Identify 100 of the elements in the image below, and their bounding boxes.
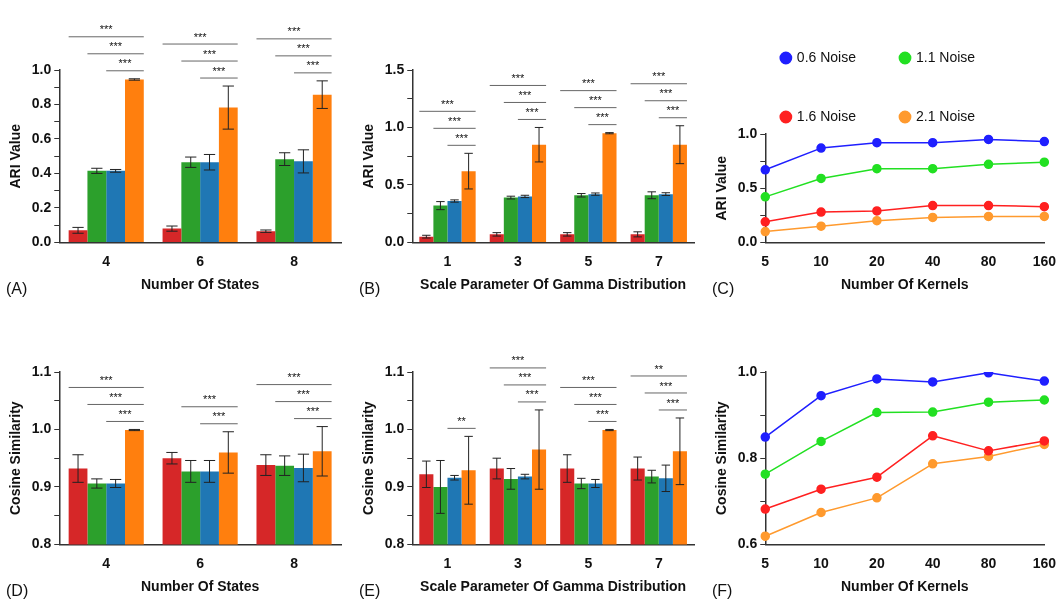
annotation: *** [659, 87, 673, 100]
x-tick-label: 6 [196, 554, 205, 571]
x-tick-label: 10 [813, 252, 830, 269]
annotation: *** [666, 396, 681, 409]
annotation: *** [306, 405, 320, 418]
annotation: *** [596, 111, 610, 124]
annotation: ** [457, 414, 467, 427]
y-tick-label: 1.0 [31, 60, 52, 77]
y-axis-title: ARI Value [713, 155, 730, 221]
x-tick-label: 40 [924, 252, 941, 269]
text: *** [297, 42, 311, 55]
x-axis-title: Number Of Kernels [840, 276, 969, 293]
y-axis-title: ARI Value [360, 123, 377, 189]
x-tick-label: 5 [584, 252, 593, 269]
annotation: *** [581, 77, 596, 90]
annotation: *** [448, 114, 462, 127]
annotation: *** [297, 388, 311, 401]
y-tick-label: 1.0 [737, 124, 758, 141]
y-tick-label: 0.0 [384, 233, 405, 250]
x-tick-label: 8 [290, 252, 299, 269]
x-tick-label: 5 [761, 252, 770, 269]
text: (D) [6, 582, 29, 600]
x-tick-label: 1 [443, 252, 452, 269]
annotation: *** [441, 97, 455, 110]
annotation: ** [654, 362, 664, 375]
x-axis-title: Number Of Kernels [840, 578, 969, 595]
annotation: *** [518, 89, 533, 101]
annotation: *** [455, 131, 469, 144]
annotation: *** [525, 388, 540, 401]
x-tick-label: 20 [869, 252, 885, 269]
text: *** [109, 40, 123, 53]
y-tick-label: 0.6 [31, 129, 52, 146]
y-tick-label: 0.2 [31, 198, 52, 215]
y-tick-label: 1.1 [31, 362, 52, 379]
y-tick-label: 0.5 [737, 179, 758, 196]
x-tick-label: 80 [980, 252, 997, 269]
y-tick-label: 1.0 [384, 420, 405, 437]
annotation: *** [518, 371, 533, 384]
x-tick-label: 8 [290, 554, 299, 571]
annotation: *** [659, 379, 673, 392]
annotation: *** [581, 374, 596, 386]
annotation: *** [212, 410, 227, 423]
annotation: *** [652, 70, 666, 83]
annotation: *** [306, 59, 320, 72]
x-tick-label: 20 [869, 554, 885, 571]
y-tick-label: 0.0 [737, 233, 758, 250]
legend-label: 1.1 Noise [916, 48, 976, 65]
y-tick-label: 1.0 [31, 420, 52, 437]
x-tick-label: 10 [813, 554, 830, 571]
y-tick-label: 0.6 [737, 535, 758, 552]
y-tick-label: 0.0 [31, 233, 52, 250]
x-tick-label: 3 [514, 252, 523, 269]
text: (B) [359, 280, 381, 298]
text: (C) [712, 280, 735, 298]
y-tick-label: 0.8 [31, 95, 52, 112]
annotation: *** [203, 393, 217, 406]
y-tick-label: 1.1 [384, 362, 405, 379]
annotation: *** [212, 64, 227, 77]
x-tick-label: 160 [1032, 252, 1057, 269]
annotation: *** [596, 408, 610, 420]
annotation: *** [525, 106, 540, 118]
text: (A) [6, 280, 28, 298]
y-axis-title: ARI Value [7, 123, 24, 189]
x-axis-title: Number Of States [141, 276, 260, 293]
y-tick-label: 0.9 [384, 477, 405, 494]
y-tick-label: 0.9 [31, 477, 52, 494]
x-tick-label: 3 [514, 554, 523, 571]
text: *** [193, 30, 208, 43]
annotation: *** [511, 72, 526, 84]
y-tick-label: 1.0 [384, 118, 405, 135]
annotation: *** [287, 371, 302, 384]
legend-label: 2.1 Noise [916, 107, 976, 124]
x-tick-label: 5 [761, 554, 770, 571]
y-tick-label: 0.4 [31, 164, 52, 181]
y-axis-title: Cosine Similarity [713, 401, 730, 515]
y-axis-title: Cosine Similarity [360, 401, 377, 515]
x-tick-label: 40 [924, 554, 941, 571]
x-tick-label: 7 [654, 554, 663, 571]
annotation: *** [666, 104, 681, 117]
text: *** [203, 47, 217, 60]
text: *** [511, 354, 526, 367]
x-axis-title: Scale Parameter Of Gamma Distribution [420, 276, 687, 293]
x-tick-label: 5 [584, 554, 593, 571]
legend-label: 1.6 Noise [796, 107, 857, 124]
x-tick-label: 160 [1032, 554, 1057, 571]
text: (F) [712, 582, 733, 600]
legend-label: 0.6 Noise [796, 48, 857, 65]
y-tick-label: 0.5 [384, 175, 405, 192]
x-axis-title: Scale Parameter Of Gamma Distribution [420, 578, 687, 595]
y-tick-label: 1.5 [384, 60, 405, 77]
annotation: *** [588, 94, 603, 107]
annotation: *** [109, 391, 123, 403]
text: *** [287, 25, 302, 38]
y-tick-label: 0.8 [737, 449, 758, 466]
annotation: *** [118, 408, 133, 420]
y-tick-label: 0.8 [31, 535, 52, 552]
annotation: *** [99, 374, 114, 386]
x-tick-label: 4 [102, 554, 111, 571]
annotation: *** [588, 391, 603, 403]
x-tick-label: 1 [443, 554, 452, 571]
